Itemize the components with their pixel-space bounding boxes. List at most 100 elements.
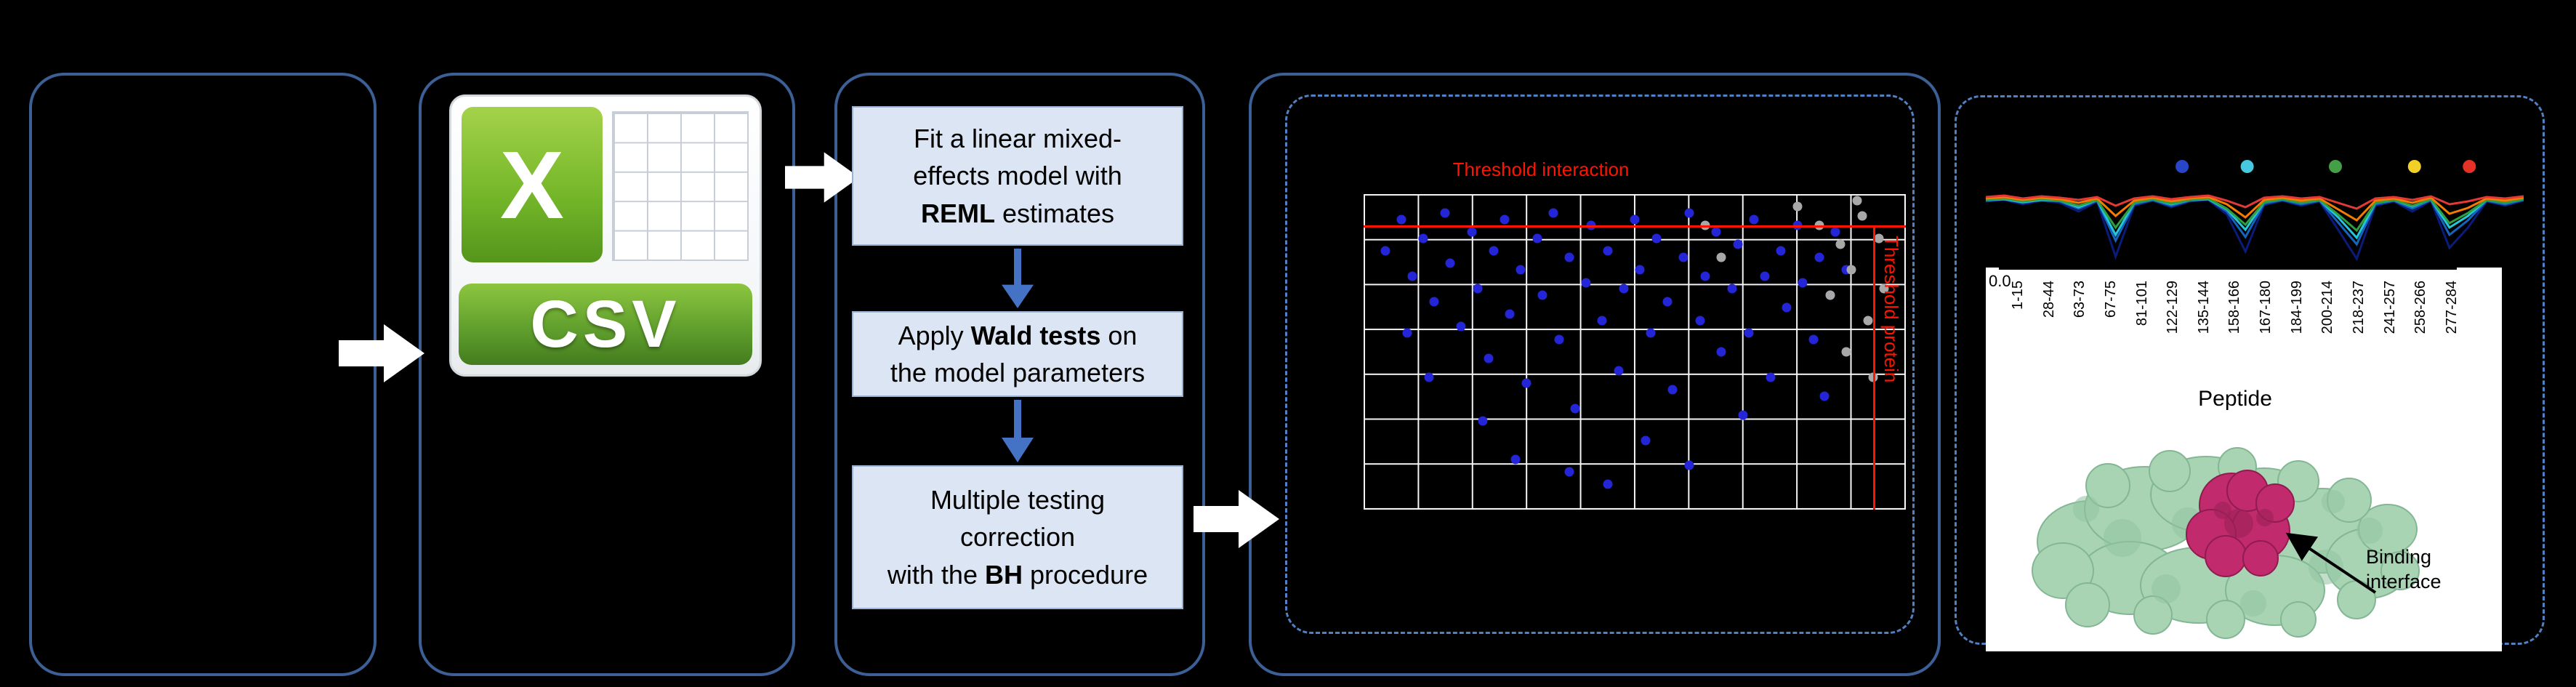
scatter-point-blue: [1776, 246, 1786, 256]
scatter-point-blue: [1819, 391, 1830, 401]
scatter-point-blue: [1380, 246, 1390, 256]
scatter-point-blue: [1646, 328, 1656, 338]
scatter-point-blue: [1744, 328, 1754, 338]
step-reml-box: Fit a linear mixed-effects model with REM…: [852, 106, 1183, 246]
results-dashed-frame: [1285, 95, 1915, 634]
threshold-scatter-plot: [1364, 194, 1906, 510]
scatter-point-blue: [1760, 271, 1770, 281]
scatter-point-blue: [1478, 416, 1488, 426]
scatter-point-blue: [1548, 208, 1558, 218]
scatter-point-gray: [1716, 252, 1726, 262]
x-axis-title: Peptide: [2198, 387, 2272, 411]
scatter-point-blue: [1651, 233, 1662, 244]
step-wald-label: Apply Wald tests on the model parameters: [890, 320, 1146, 387]
scatter-point-blue: [1603, 246, 1613, 256]
condition-dot: [2175, 160, 2189, 173]
scatter-point-blue: [1500, 214, 1510, 225]
flow-arrow-right-icon: [785, 152, 860, 203]
step-bh-label: Multiple testing correction with the BH pr…: [887, 485, 1148, 590]
scatter-point-gray: [1825, 290, 1835, 300]
flow-arrow-right-icon: [1194, 490, 1279, 548]
step-bh-box: Multiple testing correction with the BH pr…: [852, 465, 1183, 609]
scatter-point-blue: [1570, 403, 1580, 414]
excel-x-logo: X: [462, 107, 603, 262]
scatter-point-blue: [1738, 410, 1748, 420]
scatter-point-blue: [1630, 214, 1640, 225]
peptide-tick-label: 241-257: [2381, 281, 2398, 334]
scatter-point-blue: [1662, 297, 1673, 307]
scatter-point-blue: [1537, 290, 1547, 300]
peptide-tick-label: 184-199: [2288, 281, 2305, 334]
scatter-point-blue: [1614, 366, 1624, 376]
step-reml-label: Fit a linear mixed-effects model with REM…: [913, 124, 1122, 228]
model-pipeline-panel: [834, 73, 1205, 676]
scatter-point-blue: [1516, 265, 1526, 275]
scatter-point-gray: [1857, 211, 1867, 221]
scatter-point-blue: [1554, 334, 1564, 345]
peptide-axis-and-protein-area: 0.0 1-15 28-44 63-73 67-75 81-101 122-129 135-…: [1986, 268, 2502, 651]
peptide-tick-label: 258-266: [2412, 281, 2429, 334]
peptide-tick-label: 81-101: [2133, 281, 2150, 326]
scatter-point-blue: [1581, 278, 1591, 288]
csv-format-banner: CSV: [458, 283, 753, 366]
peptide-tick-label: 1-15: [2010, 281, 2026, 310]
csv-panel: [419, 73, 795, 676]
peptide-tick-labels: 1-15 28-44 63-73 67-75 81-101 122-129 135-144 1…: [2010, 281, 2460, 390]
scatter-point-blue: [1510, 454, 1521, 465]
threshold-line-horizontal: [1364, 225, 1906, 228]
scatter-point-blue: [1564, 467, 1574, 477]
scatter-point-blue: [1749, 214, 1759, 225]
peptide-tick-label: 135-144: [2195, 281, 2212, 334]
scatter-point-blue: [1727, 284, 1737, 294]
scatter-point-blue: [1684, 208, 1694, 218]
peptide-tick-label: 158-166: [2226, 281, 2243, 334]
scatter-point-blue: [1456, 321, 1466, 332]
peptide-series-red: [1986, 194, 2524, 210]
scatter-point-blue: [1418, 233, 1428, 244]
peptide-tick-label: 277-284: [2443, 281, 2460, 334]
binding-interface-arrow-icon: [2285, 532, 2377, 594]
scatter-point-blue: [1716, 347, 1726, 357]
spreadsheet-grid-icon: [611, 111, 749, 262]
peptide-tick-label: 67-75: [2102, 281, 2119, 318]
scatter-point-blue: [1505, 309, 1515, 319]
peptide-tick-label: 200-214: [2319, 281, 2336, 334]
peptide-profile-chart: [1986, 160, 2524, 262]
condition-dot: [2463, 160, 2476, 173]
condition-dot: [2407, 160, 2421, 173]
binding-interface-region: [2186, 470, 2295, 577]
scatter-point-gray: [1835, 239, 1846, 249]
input-panel: [29, 73, 377, 676]
scatter-point-blue: [1733, 239, 1743, 249]
peptide-tick-label: 167-180: [2258, 281, 2274, 334]
peptide-series-orange: [1986, 196, 2524, 222]
peptide-series-green: [1986, 197, 2524, 233]
protein-structure-image: [2032, 447, 2420, 639]
scatter-point-blue: [1798, 278, 1808, 288]
threshold-line-vertical: [1873, 225, 1876, 510]
peptide-tick-label: 28-44: [2040, 281, 2057, 318]
condition-dot: [2329, 160, 2342, 173]
scatter-point-blue: [1532, 233, 1542, 244]
scatter-point-blue: [1678, 252, 1689, 262]
step-wald-box: Apply Wald tests on the model parameters: [852, 311, 1183, 397]
scatter-point-blue: [1467, 227, 1477, 237]
scatter-point-blue: [1564, 252, 1574, 262]
scatter-point-blue: [1597, 316, 1607, 326]
scatter-point-blue: [1830, 227, 1840, 237]
scatter-point-blue: [1396, 214, 1406, 225]
y-axis-tick-label: 0.0: [1989, 272, 2011, 290]
scatter-point-blue: [1429, 297, 1439, 307]
scatter-point-blue: [1766, 372, 1775, 382]
scatter-point-blue: [1489, 246, 1499, 256]
scatter-points: [1364, 194, 1906, 510]
scatter-point-blue: [1667, 385, 1678, 395]
scatter-point-blue: [1695, 316, 1705, 326]
scatter-point-blue: [1402, 328, 1412, 338]
peptide-tick-label: 122-129: [2165, 281, 2181, 334]
scatter-title: Threshold interaction: [1452, 158, 1630, 180]
scatter-point-blue: [1711, 227, 1721, 237]
peptide-series-dark-blue: [1986, 198, 2524, 262]
scatter-point-gray: [1874, 233, 1884, 244]
